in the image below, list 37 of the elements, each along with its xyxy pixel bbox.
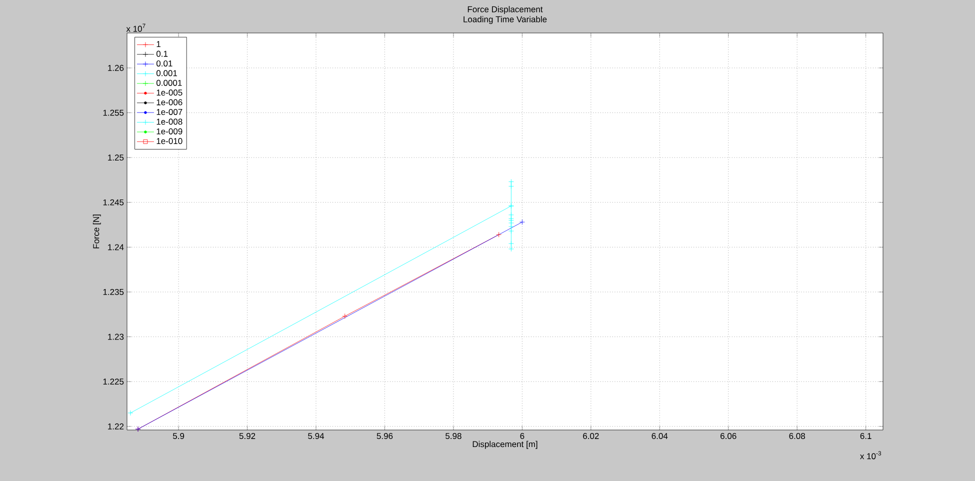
x-tick-label: 6 (520, 433, 524, 440)
y-tick-label: 1.255 (103, 110, 124, 116)
y-tick-label: 1.225 (103, 378, 124, 385)
legend-label: 1e-007 (156, 108, 182, 115)
y-tick-label: 1.25 (108, 154, 124, 161)
x-tick-label: 5.9 (172, 433, 184, 440)
legend-label: 0.001 (156, 70, 178, 76)
text: x 10$^{-3}$ (860, 451, 882, 460)
text: x 10$^{7}$ (126, 24, 146, 32)
y-tick-label: 1.23 (108, 334, 124, 340)
legend-label: 1 (156, 41, 160, 47)
x-tick-label: 6.1 (860, 433, 872, 440)
legend-label: 0.01 (156, 60, 172, 66)
y-tick-label: 1.245 (103, 199, 124, 206)
x-tick-label: 5.96 (376, 433, 393, 440)
legend-label: 0.0001 (156, 80, 182, 86)
legend-label: 1e-009 (156, 128, 182, 134)
legend-label: 0.1 (156, 50, 168, 57)
y-tick-label: 1.22 (108, 423, 124, 430)
legend-label: 1e-005 (156, 90, 182, 96)
y-tick-label: 1.26 (108, 64, 124, 71)
legend-label: 1e-008 (156, 118, 182, 125)
x-tick-label: 6.04 (652, 433, 668, 440)
y-axis-title: Force [N] (92, 214, 101, 248)
x-tick-label: 5.94 (308, 433, 324, 440)
x-tick-label: 6.06 (720, 433, 736, 440)
y-tick-label: 1.24 (108, 244, 124, 250)
x-axis-title: Displacement [m] (472, 440, 538, 449)
x-tick-label: 6.08 (789, 433, 805, 440)
x-tick-label: 5.98 (446, 433, 462, 440)
x-tick-label: 6.02 (583, 433, 599, 440)
chart-subtitle: Loading Time Variable (464, 16, 547, 24)
legend-label: 1e-010 (156, 138, 182, 144)
y-tick-label: 1.235 (103, 288, 124, 295)
legend-label: 1e-006 (156, 99, 182, 106)
chart-title: Force Displacement (468, 6, 543, 14)
x-tick-label: 5.92 (239, 433, 256, 440)
